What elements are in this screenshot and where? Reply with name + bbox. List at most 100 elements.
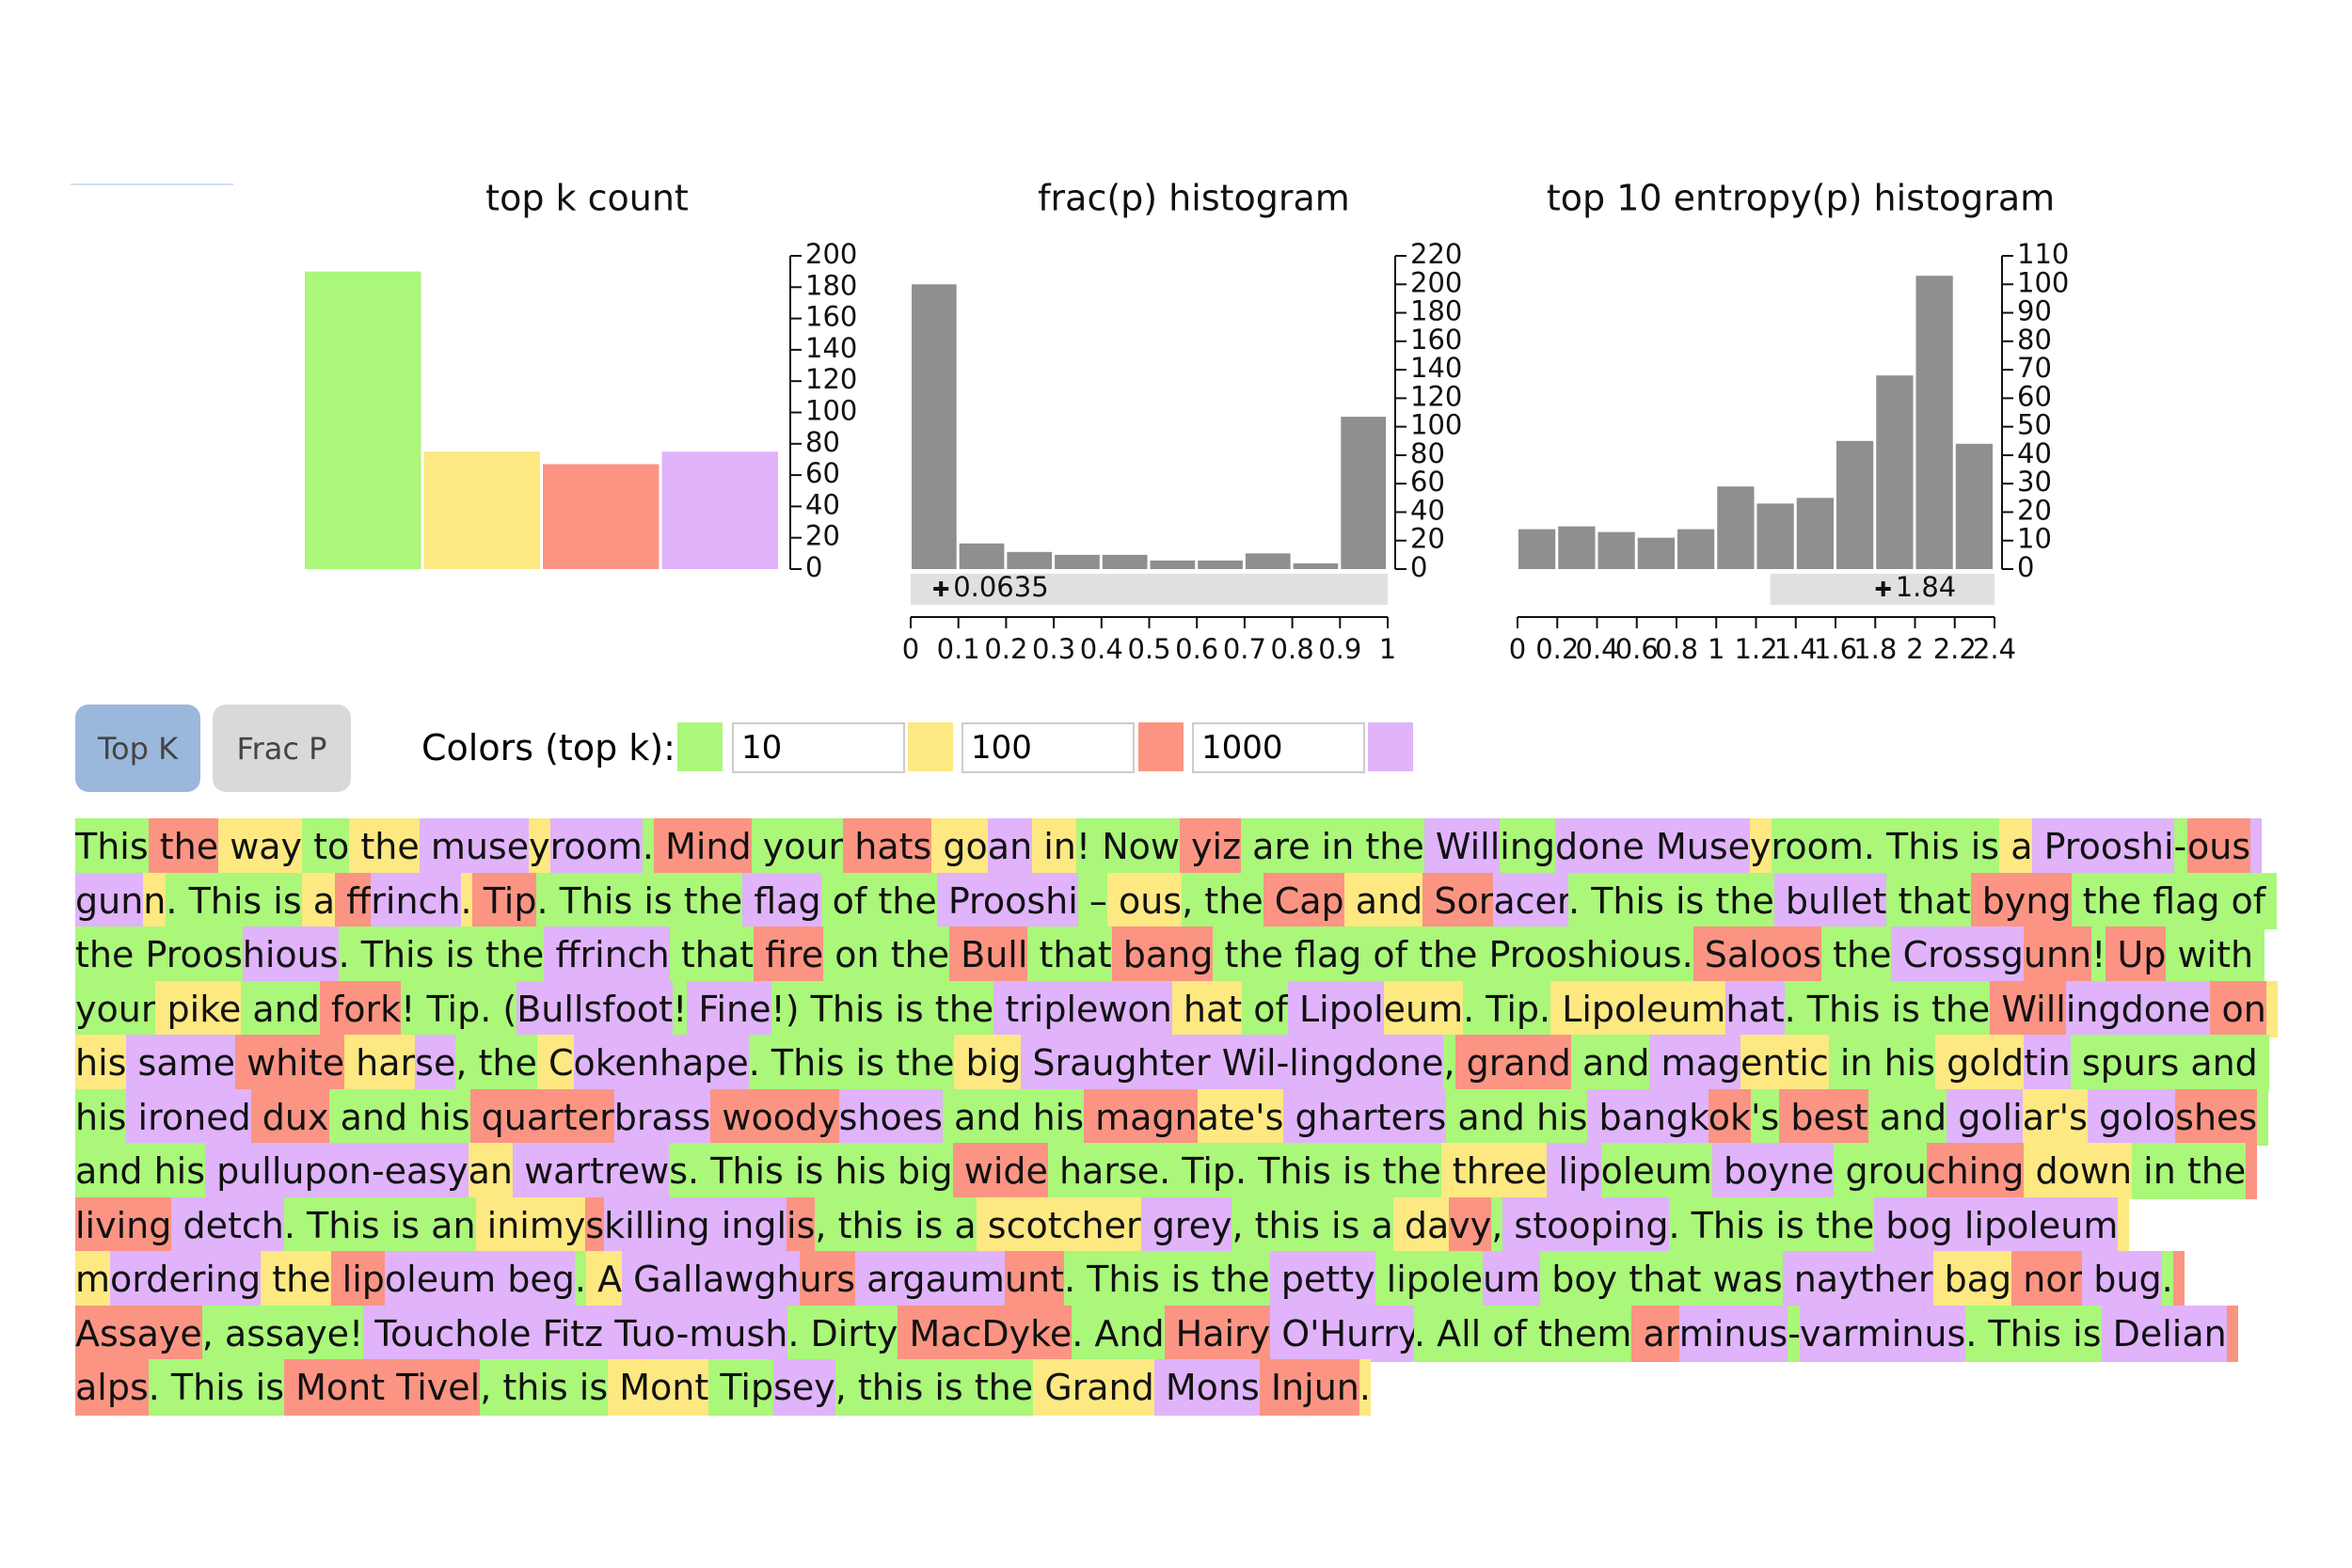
token[interactable]: on the [823,927,950,983]
token[interactable]: and [241,980,320,1037]
token[interactable]: . This is the [1064,1251,1270,1307]
token[interactable]: Tip [471,872,537,929]
token[interactable]: . And [1072,1305,1165,1362]
token[interactable]: O'Hurry [1270,1305,1414,1362]
token[interactable]: Sor [1422,872,1494,929]
token[interactable]: Hairy [1164,1305,1271,1362]
token[interactable]: ar [1631,1305,1679,1362]
token[interactable]: quarter [469,1088,614,1146]
token[interactable]: , assaye! [201,1305,364,1362]
token[interactable]: - [1788,1305,1800,1362]
token[interactable]: ironed [126,1088,251,1146]
token[interactable]: an [468,1143,513,1199]
token[interactable]: mag [1649,1035,1740,1091]
token[interactable]: . [748,1035,760,1091]
token[interactable]: Tip. [415,980,492,1037]
token[interactable]: varminus [1799,1305,1966,1362]
token[interactable]: Prooshi [2032,818,2174,875]
top-k-button[interactable]: Top K [75,705,200,792]
token[interactable]: Up [2106,927,2167,983]
token[interactable]: way [218,818,303,875]
token[interactable]: , [1182,872,1194,929]
token[interactable]: Delian [2101,1305,2227,1362]
token[interactable]: bog [1874,1196,1953,1254]
token[interactable]: in [1032,818,1076,875]
frac-p-button[interactable]: Frac P [213,705,351,792]
token[interactable]: to [302,818,350,875]
token[interactable]: the [1354,818,1424,875]
token[interactable]: the [261,1251,331,1307]
token[interactable]: and [1867,1088,1947,1146]
token[interactable]: Prooshi [936,872,1078,929]
token[interactable]: Bulls [516,980,603,1037]
token[interactable]: . [1681,927,1693,983]
token[interactable]: . [1413,1305,1426,1362]
token[interactable]: and his [942,1088,1085,1146]
token[interactable]: lipole [1375,1251,1484,1307]
token[interactable]: grou [1834,1143,1927,1199]
token[interactable]: ingdone [2065,980,2211,1037]
token[interactable]: dux [250,1088,329,1146]
token[interactable]: yiz [1179,818,1242,875]
token[interactable]: lipoleum [1952,1196,2119,1254]
token[interactable]: . [2161,1251,2173,1307]
token[interactable]: Fitz [531,1305,604,1362]
token[interactable]: bug [2082,1251,2162,1307]
token[interactable]: down [2024,1143,2133,1199]
token[interactable]: the flag of the Prooshious [1213,927,1682,983]
token[interactable]: This [1874,818,1960,875]
token[interactable]: is [262,872,302,929]
token[interactable]: brass [613,1088,711,1146]
token[interactable]: ate's [1197,1088,1284,1146]
token[interactable]: ar's [2022,1088,2088,1146]
token[interactable]: goli [1947,1088,2023,1146]
token[interactable]: n [143,872,167,929]
token[interactable]: that [669,927,755,983]
token[interactable]: oleum [384,1251,497,1307]
token[interactable]: . [1359,1359,1371,1416]
token[interactable]: foot [602,980,674,1037]
token[interactable]: done [1555,818,1645,875]
token[interactable]: a [1999,818,2033,875]
token[interactable]: Cap [1263,872,1344,929]
token[interactable]: Wil [1210,1035,1277,1091]
token[interactable]: Gallawgh [622,1251,800,1307]
token[interactable]: on [2210,980,2266,1037]
token[interactable]: a [301,872,336,929]
token[interactable]: beg [496,1251,575,1307]
token[interactable]: detch [171,1196,284,1254]
token[interactable]: This is the [1580,872,1774,929]
token[interactable]: lip [1547,1143,1601,1199]
token[interactable]: hious [242,927,339,983]
token[interactable]: Touchole [363,1305,532,1362]
token[interactable]: boy that was [1540,1251,1783,1307]
token[interactable]: MacDyke [898,1305,1073,1362]
token[interactable]: s [585,1196,605,1254]
token[interactable]: . [574,1251,586,1307]
token[interactable]: entic [1740,1035,1829,1091]
token[interactable]: gold [1935,1035,2025,1091]
token[interactable]: This [177,872,262,929]
token[interactable]: , the [455,1035,537,1091]
token[interactable]: A [586,1251,623,1307]
token[interactable]: Mont Tivel [284,1359,481,1416]
threshold-input[interactable]: 10 [732,722,905,773]
token[interactable]: Now [1090,818,1180,875]
token[interactable]: the [148,818,219,875]
token[interactable]: ok [1708,1088,1752,1146]
token[interactable]: okenhape [573,1035,749,1091]
token[interactable]: fire [754,927,824,983]
token[interactable]: killing [604,1196,710,1254]
token[interactable]: in his [1828,1035,1936,1091]
token[interactable]: unt [1004,1251,1064,1307]
token[interactable]: !) [771,980,800,1037]
token[interactable]: pullupon-easy [205,1143,469,1199]
token[interactable]: argaum [855,1251,1005,1307]
token[interactable]: is [1959,818,2000,875]
token[interactable]: grey [1140,1196,1232,1254]
token[interactable]: har [344,1035,416,1091]
token[interactable]: that [1027,927,1112,983]
token[interactable]: y [529,818,550,875]
token[interactable]: . [338,927,350,983]
token[interactable]: , this is the [834,1359,1034,1416]
